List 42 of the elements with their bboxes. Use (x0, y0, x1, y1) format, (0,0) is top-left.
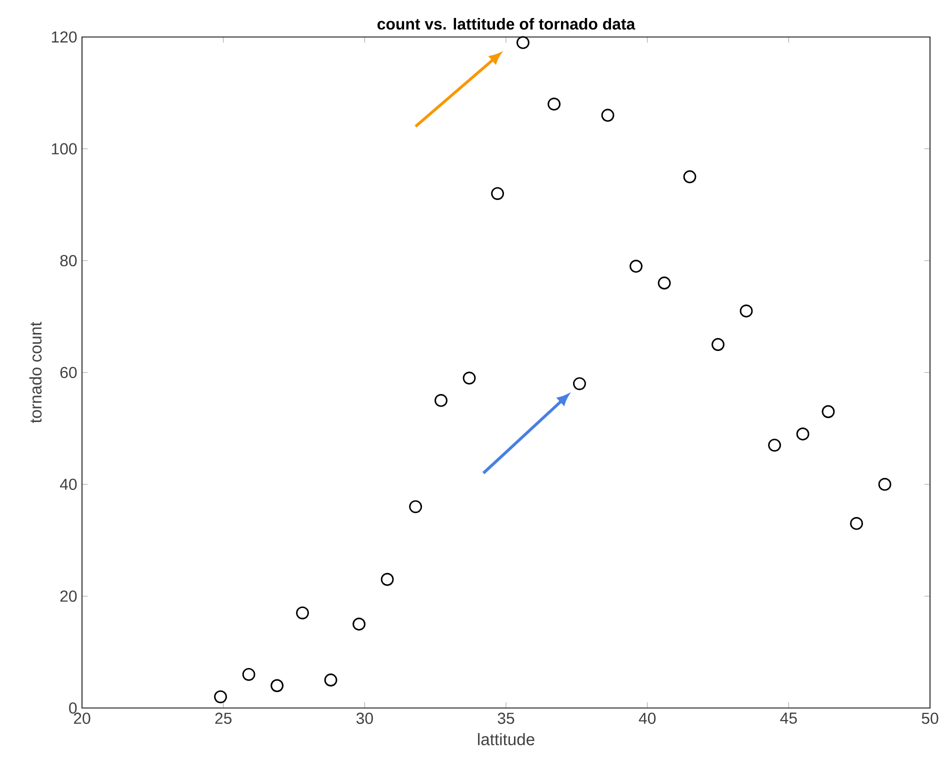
y-tick-label: 0 (69, 702, 77, 714)
x-axis-title: lattitude (478, 733, 534, 746)
x-tick-label: 35 (498, 712, 514, 724)
point (768, 438, 782, 452)
point (850, 516, 863, 530)
y-tick-label: 60 (60, 366, 77, 378)
point (630, 260, 643, 273)
point (658, 276, 671, 290)
point (601, 108, 614, 122)
point (878, 478, 892, 491)
x-tick-label: 45 (780, 712, 797, 724)
point (548, 98, 561, 111)
point (242, 668, 256, 681)
y-tick-label: 100 (52, 143, 77, 154)
point (683, 170, 696, 184)
x-tick-label: 40 (638, 712, 656, 724)
point (324, 674, 338, 686)
point (296, 606, 309, 620)
y-tick-label: 80 (60, 255, 77, 266)
x-tick-label: 20 (74, 712, 90, 724)
point (462, 372, 476, 385)
chart-title: count vs. lattitude of tornado data (377, 18, 636, 30)
point (740, 304, 753, 318)
point (270, 679, 284, 692)
point (712, 338, 724, 351)
point (516, 36, 530, 50)
point (491, 187, 504, 200)
point (352, 618, 366, 631)
y-tick-label: 20 (60, 590, 77, 602)
y-axis-title: tornado count (29, 322, 42, 424)
point (796, 428, 810, 440)
point (214, 690, 227, 704)
y-tick-label: 120 (52, 31, 77, 43)
y-tick-label: 40 (60, 478, 77, 490)
point (822, 405, 835, 418)
x-tick-label: 50 (922, 712, 938, 724)
point (409, 500, 422, 514)
x-tick-label: 30 (356, 712, 373, 724)
point (434, 394, 448, 407)
x-tick-label: 25 (215, 712, 232, 724)
point (380, 572, 394, 586)
point (573, 377, 586, 390)
